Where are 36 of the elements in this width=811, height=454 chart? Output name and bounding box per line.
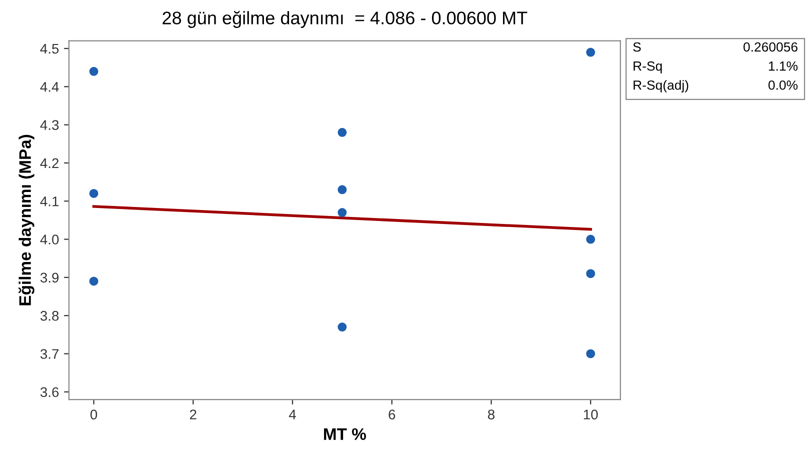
text: 0.0% (768, 80, 798, 90)
x-tick-label: 6 (388, 410, 396, 420)
y-tick-label: 4.3 (40, 120, 59, 130)
point (338, 208, 347, 218)
point (89, 276, 98, 286)
text: 0.260056 (744, 42, 798, 52)
x-tick-label: 10 (584, 410, 598, 420)
point (338, 185, 347, 194)
point (89, 66, 98, 76)
y-axis-title: Eğilme daynımı (MPa) (18, 134, 34, 306)
x-tick-label: 0 (90, 410, 98, 420)
point (89, 188, 98, 198)
text: S (633, 42, 641, 52)
chart-title: 28 gün eğilme daynımı = 4.086 - 0.00600 MT (162, 10, 528, 28)
y-tick-label: 4.5 (40, 44, 59, 54)
x-tick-label: 4 (288, 410, 296, 420)
y-tick-label: 3.9 (40, 272, 59, 283)
x-tick-label: 2 (190, 410, 196, 420)
x-axis-title: MT % (324, 428, 366, 440)
text: 1.1% (768, 61, 798, 71)
text: R-Sq (634, 61, 662, 74)
y-tick-label: 3.8 (40, 310, 59, 321)
point (338, 128, 347, 137)
y-tick-label: 3.7 (40, 349, 59, 359)
y-tick-label: 4.0 (40, 234, 59, 244)
point (586, 48, 596, 57)
point (586, 269, 596, 278)
x-tick-label: 8 (488, 410, 494, 420)
point (586, 349, 596, 358)
point (338, 322, 347, 332)
text: R-Sq(adj) (634, 80, 688, 92)
point (586, 234, 596, 244)
y-tick-label: 4.4 (40, 82, 59, 92)
y-tick-label: 4.1 (40, 196, 59, 206)
y-tick-label: 4.2 (40, 158, 59, 168)
y-tick-label: 3.6 (40, 387, 59, 398)
